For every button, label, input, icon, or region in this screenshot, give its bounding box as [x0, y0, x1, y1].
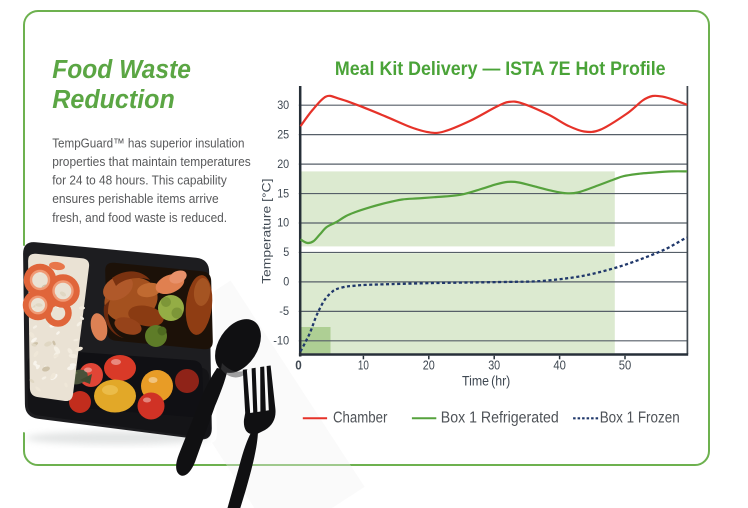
- svg-text:30: 30: [488, 357, 500, 372]
- svg-text:20: 20: [277, 157, 289, 171]
- svg-text:Food Waste: Food Waste: [52, 56, 191, 84]
- svg-text:20: 20: [423, 357, 435, 372]
- svg-text:for 24 to 48 hours. This capab: for 24 to 48 hours. This capability: [52, 173, 227, 188]
- svg-text:15: 15: [277, 186, 289, 200]
- svg-text:50: 50: [619, 357, 632, 372]
- svg-text:30: 30: [277, 98, 289, 112]
- svg-text:0: 0: [283, 275, 289, 289]
- svg-text:0: 0: [295, 357, 302, 372]
- svg-text:Time (hr): Time (hr): [462, 374, 510, 389]
- svg-text:Meal Kit Delivery — ISTA 7E Ho: Meal Kit Delivery — ISTA 7E Hot Profile: [335, 59, 666, 80]
- svg-text:-5: -5: [279, 304, 289, 318]
- svg-text:10: 10: [358, 357, 369, 372]
- svg-text:Temperature [°C]: Temperature [°C]: [259, 179, 273, 284]
- svg-text:40: 40: [553, 357, 566, 372]
- svg-text:25: 25: [277, 127, 289, 141]
- svg-text:Box 1 Frozen: Box 1 Frozen: [600, 409, 680, 426]
- svg-text:10: 10: [277, 216, 289, 230]
- svg-text:5: 5: [283, 245, 289, 259]
- svg-text:ensures perishable items arriv: ensures perishable items arrive: [52, 191, 219, 206]
- svg-text:Reduction: Reduction: [52, 86, 175, 114]
- svg-text:fresh, and food waste is reduc: fresh, and food waste is reduced.: [52, 210, 227, 225]
- svg-text:Box 1 Refrigerated: Box 1 Refrigerated: [441, 409, 559, 426]
- svg-text:Chamber: Chamber: [333, 409, 387, 426]
- svg-text:TempGuard™ has superior insula: TempGuard™ has superior insulation: [52, 135, 244, 150]
- svg-text:properties that maintain tempe: properties that maintain temperatures: [52, 154, 251, 169]
- svg-text:-10: -10: [273, 334, 289, 348]
